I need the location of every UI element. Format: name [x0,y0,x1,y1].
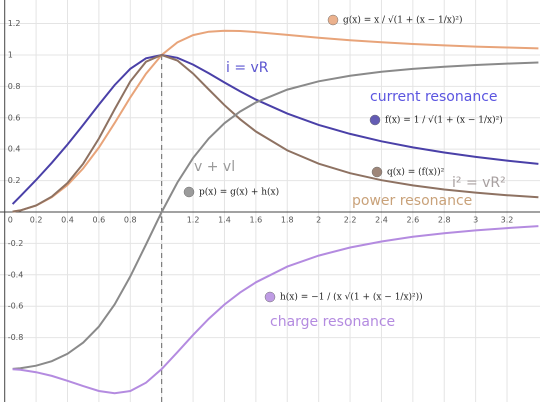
legend-label: h(x) = −1 / (x √(1 + (x − 1/x)²)) [280,292,423,303]
y-tick-label: 0.4 [8,145,21,154]
x-tick-label: 1.8 [281,215,294,224]
x-tick-label: 3.2 [501,215,514,224]
annotation: power resonance [352,193,472,209]
legend-label: g(x) = x / √(1 + (x − 1/x)²) [343,15,463,26]
legend-label: f(x) = 1 / √(1 + (x − 1/x)²) [385,115,503,126]
curve [11,53,539,205]
y-tick-label: -0.2 [8,239,24,248]
legend-marker [327,14,339,26]
curve [12,29,539,213]
x-tick-label: 2.2 [344,215,357,224]
legend-label: p(x) = g(x) + h(x) [199,187,279,198]
legend-label: q(x) = (f(x))² [387,167,445,178]
legend-marker [371,166,383,178]
annotation: current resonance [370,89,498,105]
x-tick-label: 1.4 [218,215,231,224]
x-tick-label: 2.8 [438,215,451,224]
annotation: i = vR [226,60,269,76]
y-tick-label: 1.2 [8,19,21,28]
curve [12,225,539,395]
x-tick-label: 0.4 [61,215,74,224]
legend-marker [369,114,381,126]
y-tick-label: 0.8 [8,82,21,91]
annotation: i² = vR² [452,175,506,191]
y-tick-label: 0.6 [8,113,21,122]
x-tick-label: 0.6 [93,215,106,224]
y-tick-label: -0.8 [8,333,24,342]
x-tick-label: 1.6 [250,215,263,224]
curve [12,53,539,213]
x-tick-label: 0.2 [30,215,43,224]
x-tick-label: 0.8 [124,215,137,224]
legend-marker [183,186,195,198]
x-tick-label: 3 [473,215,478,224]
y-tick-label: 0.2 [8,176,21,185]
y-tick-label: 1 [8,50,13,59]
x-tick-label: 2.4 [375,215,388,224]
x-tick-label: 1.2 [187,215,200,224]
x-tick-label: 2 [316,215,321,224]
legend-marker [264,291,276,303]
y-tick-label: -0.6 [8,302,24,311]
x-tick-label: 2.6 [406,215,419,224]
y-tick-label: -0.4 [8,270,24,279]
curve [12,61,539,370]
origin-label: 0 [8,215,13,224]
annotation: charge resonance [270,314,395,330]
annotation: v + vl [194,159,235,175]
